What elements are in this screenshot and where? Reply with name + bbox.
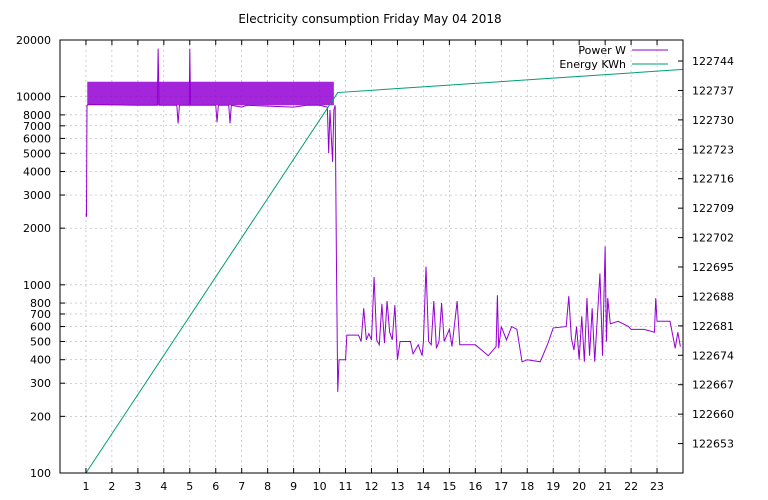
y-left-tick-label: 10000 xyxy=(16,91,51,104)
y-right-tick-label: 122695 xyxy=(692,261,734,274)
y-right-tick-label: 122667 xyxy=(692,379,734,392)
x-tick-label: 14 xyxy=(416,480,430,493)
x-tick-label: 9 xyxy=(290,480,297,493)
x-tick-label: 3 xyxy=(134,480,141,493)
series-layer xyxy=(85,48,684,474)
y-left-tick-label: 400 xyxy=(30,354,51,367)
y-left-tick-label: 200 xyxy=(30,410,51,423)
x-tick-label: 15 xyxy=(442,480,456,493)
y-right-tick-label: 122737 xyxy=(692,84,734,97)
x-tick-label: 13 xyxy=(390,480,404,493)
x-tick-label: 12 xyxy=(365,480,379,493)
x-tick-label: 18 xyxy=(520,480,534,493)
x-tick-label: 11 xyxy=(339,480,353,493)
y-left-tick-label: 8000 xyxy=(23,109,51,122)
legend-label-energy: Energy KWh xyxy=(559,58,626,71)
y-right-tick-label: 122653 xyxy=(692,438,734,451)
energy-series-line xyxy=(85,68,684,474)
x-tick-label: 19 xyxy=(546,480,560,493)
y-right-tick-label: 122688 xyxy=(692,290,734,303)
y-left-tick-label: 600 xyxy=(30,321,51,334)
y-right-tick-label: 122681 xyxy=(692,320,734,333)
power-series-line xyxy=(85,48,681,392)
legend-label-power: Power W xyxy=(578,44,626,57)
y-right-tick-label: 122674 xyxy=(692,349,734,362)
axes: 1 2 3 4 5 6 7 8 9 10 11 12 13 14 15 16 17 18 19 20 21 22 23100… xyxy=(16,34,734,493)
chart-title: Electricity consumption Friday May 04 20… xyxy=(238,12,501,26)
legend: Power W Energy KWh xyxy=(559,44,668,71)
y-left-tick-label: 500 xyxy=(30,335,51,348)
x-tick-label: 1 xyxy=(82,480,89,493)
y-right-tick-label: 122709 xyxy=(692,202,734,215)
y-left-tick-label: 100 xyxy=(30,467,51,480)
x-tick-label: 2 xyxy=(108,480,115,493)
y-right-tick-label: 122744 xyxy=(692,55,734,68)
x-tick-label: 6 xyxy=(212,480,219,493)
y-left-tick-label: 700 xyxy=(30,308,51,321)
x-tick-label: 7 xyxy=(238,480,245,493)
y-right-tick-label: 122723 xyxy=(692,143,734,156)
y-right-tick-label: 122716 xyxy=(692,173,734,186)
y-left-tick-label: 7000 xyxy=(23,120,51,133)
y-right-tick-label: 122702 xyxy=(692,232,734,245)
y-left-tick-label: 6000 xyxy=(23,132,51,145)
y-left-tick-label: 2000 xyxy=(23,222,51,235)
y-left-tick-label: 20000 xyxy=(16,34,51,47)
x-tick-label: 16 xyxy=(468,480,482,493)
x-tick-label: 21 xyxy=(598,480,612,493)
x-tick-label: 10 xyxy=(313,480,327,493)
x-tick-label: 4 xyxy=(160,480,167,493)
power-series-dense-band xyxy=(87,81,334,106)
x-tick-label: 5 xyxy=(186,480,193,493)
y-left-tick-label: 1000 xyxy=(23,279,51,292)
y-left-tick-label: 300 xyxy=(30,377,51,390)
y-right-tick-label: 122730 xyxy=(692,114,734,127)
x-tick-label: 17 xyxy=(494,480,508,493)
x-tick-label: 20 xyxy=(572,480,586,493)
x-tick-label: 22 xyxy=(624,480,638,493)
x-tick-label: 8 xyxy=(264,480,271,493)
y-left-tick-label: 3000 xyxy=(23,189,51,202)
y-right-tick-label: 122660 xyxy=(692,408,734,421)
y-left-tick-label: 800 xyxy=(30,297,51,310)
y-left-tick-label: 5000 xyxy=(23,147,51,160)
x-tick-label: 23 xyxy=(650,480,664,493)
y-left-tick-label: 4000 xyxy=(23,166,51,179)
